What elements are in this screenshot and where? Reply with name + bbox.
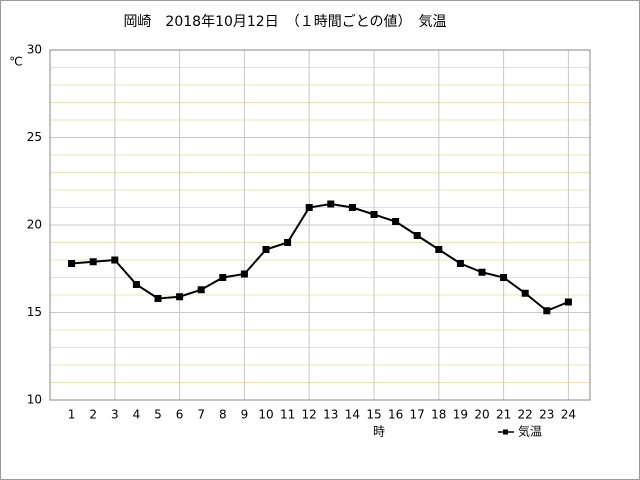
data-point bbox=[176, 293, 184, 301]
x-tick-label: 4 bbox=[133, 408, 141, 422]
data-point bbox=[348, 204, 356, 211]
data-point bbox=[435, 246, 443, 253]
x-tick-label: 13 bbox=[323, 408, 338, 422]
y-tick-label: 15 bbox=[27, 305, 42, 319]
x-tick-label: 22 bbox=[518, 408, 533, 422]
x-tick-label: 2 bbox=[89, 408, 97, 422]
chart-title: 岡崎 2018年10月12日 （１時間ごとの値） 気温 bbox=[123, 14, 446, 30]
x-tick-label: 6 bbox=[176, 408, 184, 422]
x-tick-label: 15 bbox=[366, 408, 381, 422]
data-point bbox=[305, 204, 313, 211]
data-point bbox=[327, 200, 335, 208]
data-point bbox=[154, 295, 162, 302]
data-point bbox=[240, 270, 248, 278]
legend-label: 気温 bbox=[518, 424, 542, 439]
x-tick-label: 21 bbox=[496, 408, 511, 422]
data-point bbox=[284, 239, 292, 246]
data-point bbox=[478, 268, 486, 276]
y-tick-label: 25 bbox=[27, 130, 42, 144]
data-point bbox=[500, 274, 508, 281]
x-axis-label: 時 bbox=[373, 425, 385, 439]
y-tick-label: 30 bbox=[27, 43, 42, 57]
data-point bbox=[132, 281, 140, 288]
data-point bbox=[262, 246, 270, 253]
x-tick-label: 18 bbox=[431, 408, 446, 422]
data-point bbox=[111, 256, 119, 264]
y-tick-label: 10 bbox=[27, 393, 42, 407]
x-tick-label: 5 bbox=[154, 408, 162, 422]
x-tick-label: 12 bbox=[302, 408, 317, 422]
x-tick-label: 16 bbox=[388, 408, 403, 422]
data-line bbox=[71, 202, 569, 312]
data-point bbox=[392, 218, 400, 225]
x-tick-label: 8 bbox=[219, 408, 227, 422]
plot-border bbox=[49, 49, 591, 401]
data-point bbox=[219, 274, 227, 281]
data-point bbox=[413, 232, 421, 239]
data-point bbox=[197, 286, 205, 294]
x-tick-label: 1 bbox=[68, 408, 76, 422]
data-point bbox=[89, 258, 97, 266]
x-tick-label: 17 bbox=[410, 408, 425, 422]
x-tick-label: 7 bbox=[197, 408, 205, 422]
legend-marker bbox=[503, 429, 508, 435]
data-point bbox=[370, 211, 378, 218]
x-tick-label: 19 bbox=[453, 408, 468, 422]
x-tick-label: 10 bbox=[258, 408, 273, 422]
x-tick-label: 11 bbox=[280, 408, 295, 422]
y-tick-label: 20 bbox=[27, 218, 42, 232]
data-point bbox=[68, 260, 76, 267]
x-tick-label: 23 bbox=[539, 408, 554, 422]
data-point bbox=[456, 260, 464, 267]
y-axis-label: ℃ bbox=[9, 55, 22, 69]
x-tick-label: 3 bbox=[111, 408, 119, 422]
data-point bbox=[543, 307, 551, 315]
data-point bbox=[564, 298, 572, 306]
x-tick-label: 9 bbox=[241, 408, 249, 422]
x-tick-label: 24 bbox=[561, 408, 576, 422]
x-tick-label: 14 bbox=[345, 408, 360, 422]
data-point bbox=[521, 289, 529, 297]
x-tick-label: 20 bbox=[474, 408, 489, 422]
